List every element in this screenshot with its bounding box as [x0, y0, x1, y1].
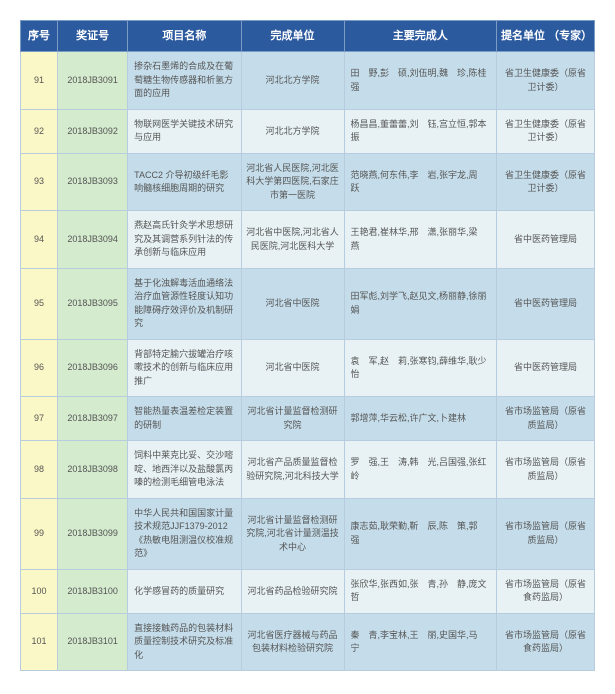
table-row: 952018JB3095基于化浊解毒活血通络法治疗血管源性轻度认知功能障碍疗效评… [21, 268, 595, 339]
table-row: 1012018JB3101直接接触药品的包装材料质量控制技术研究及标准化河北省医… [21, 613, 595, 671]
table-row: 1002018JB3100化学感冒药的质量研究河北省药品检验研究院张欣华,张西如… [21, 569, 595, 613]
cell-seq: 100 [21, 569, 58, 613]
cell-cert: 2018JB3092 [58, 109, 128, 153]
awards-table: 序号 奖证号 项目名称 完成单位 主要完成人 提名单位 （专家） 912018J… [20, 20, 595, 671]
cell-seq: 92 [21, 109, 58, 153]
cell-proj: 燕赵高氏针灸学术思想研究及其调营系列针法的传承创新与临床应用 [128, 211, 241, 269]
cell-people: 王艳君,崔林华,邢 潇,张丽华,梁 燕 [344, 211, 497, 269]
header-row: 序号 奖证号 项目名称 完成单位 主要完成人 提名单位 （专家） [21, 21, 595, 52]
cell-people: 田 野,彭 硕,刘伍明,魏 珍,陈桂强 [344, 52, 497, 110]
table-row: 992018JB3099中华人民共和国国家计量技术规范JJF1379-2012《… [21, 498, 595, 569]
header-nom: 提名单位 （专家） [497, 21, 595, 52]
cell-cert: 2018JB3100 [58, 569, 128, 613]
cell-nom: 省市场监管局（原省食药监局） [497, 613, 595, 671]
cell-nom: 省市场监管局（原省食药监局） [497, 569, 595, 613]
cell-people: 张欣华,张西如,张 青,孙 静,庞文哲 [344, 569, 497, 613]
cell-unit: 河北省产品质量监督检验研究院,河北科技大学 [241, 441, 344, 499]
header-people: 主要完成人 [344, 21, 497, 52]
cell-cert: 2018JB3096 [58, 339, 128, 397]
cell-people: 秦 青,李宝林,王 丽,史国华,马 宁 [344, 613, 497, 671]
cell-unit: 河北省人民医院,河北医科大学第四医院,石家庄市第一医院 [241, 153, 344, 211]
cell-seq: 99 [21, 498, 58, 569]
cell-proj: TACC2 介导初级纤毛影响髓核细胞周期的研究 [128, 153, 241, 211]
cell-nom: 省卫生健康委（原省卫计委） [497, 109, 595, 153]
table-row: 942018JB3094燕赵高氏针灸学术思想研究及其调营系列针法的传承创新与临床… [21, 211, 595, 269]
cell-seq: 95 [21, 268, 58, 339]
header-seq: 序号 [21, 21, 58, 52]
cell-cert: 2018JB3098 [58, 441, 128, 499]
cell-seq: 101 [21, 613, 58, 671]
cell-nom: 省市场监管局（原省质监局） [497, 441, 595, 499]
cell-cert: 2018JB3094 [58, 211, 128, 269]
cell-cert: 2018JB3093 [58, 153, 128, 211]
table-row: 962018JB3096背部特定腧穴拔罐治疗咳嗽技术的创新与临床应用推广河北省中… [21, 339, 595, 397]
cell-cert: 2018JB3091 [58, 52, 128, 110]
cell-unit: 河北北方学院 [241, 109, 344, 153]
cell-unit: 河北省药品检验研究院 [241, 569, 344, 613]
cell-proj: 智能热量表温差检定装置的研制 [128, 397, 241, 441]
cell-unit: 河北省计量监督检测研究院,河北省计量测温技术中心 [241, 498, 344, 569]
cell-proj: 直接接触药品的包装材料质量控制技术研究及标准化 [128, 613, 241, 671]
cell-cert: 2018JB3095 [58, 268, 128, 339]
cell-people: 田军彪,刘学飞,赵见文,杨丽静,徐丽娟 [344, 268, 497, 339]
cell-cert: 2018JB3101 [58, 613, 128, 671]
cell-proj: 化学感冒药的质量研究 [128, 569, 241, 613]
cell-people: 郭增萍,华云松,许广文,卜建林 [344, 397, 497, 441]
cell-nom: 省卫生健康委（原省卫计委） [497, 153, 595, 211]
table-row: 972018JB3097智能热量表温差检定装置的研制河北省计量监督检测研究院郭增… [21, 397, 595, 441]
table-row: 982018JB3098饲料中莱克比妥、交沙嘧啶、地西泮以及盐酸氯丙嗪的检测毛细… [21, 441, 595, 499]
cell-nom: 省中医药管理局 [497, 339, 595, 397]
table-row: 922018JB3092物联网医学关键技术研究与应用河北北方学院杨昌昌,董蕾蕾,… [21, 109, 595, 153]
cell-unit: 河北省中医院,河北省人民医院,河北医科大学 [241, 211, 344, 269]
header-cert: 奖证号 [58, 21, 128, 52]
cell-proj: 饲料中莱克比妥、交沙嘧啶、地西泮以及盐酸氯丙嗪的检测毛细管电泳法 [128, 441, 241, 499]
header-proj: 项目名称 [128, 21, 241, 52]
cell-nom: 省中医药管理局 [497, 211, 595, 269]
cell-nom: 省中医药管理局 [497, 268, 595, 339]
cell-people: 袁 军,赵 莉,张寒钧,薛维华,耿少怡 [344, 339, 497, 397]
cell-nom: 省卫生健康委（原省卫计委） [497, 52, 595, 110]
cell-seq: 93 [21, 153, 58, 211]
cell-nom: 省市场监管局（原省质监局） [497, 397, 595, 441]
cell-unit: 河北北方学院 [241, 52, 344, 110]
cell-proj: 中华人民共和国国家计量技术规范JJF1379-2012《热敏电阻测温仪校准规范》 [128, 498, 241, 569]
cell-cert: 2018JB3097 [58, 397, 128, 441]
cell-people: 范晓燕,何东伟,李 岩,张宇龙,周 跃 [344, 153, 497, 211]
cell-unit: 河北省医疗器械与药品包装材料检验研究院 [241, 613, 344, 671]
cell-proj: 基于化浊解毒活血通络法治疗血管源性轻度认知功能障碍疗效评价及机制研究 [128, 268, 241, 339]
header-unit: 完成单位 [241, 21, 344, 52]
cell-seq: 97 [21, 397, 58, 441]
cell-unit: 河北省计量监督检测研究院 [241, 397, 344, 441]
cell-seq: 98 [21, 441, 58, 499]
cell-cert: 2018JB3099 [58, 498, 128, 569]
cell-seq: 96 [21, 339, 58, 397]
cell-seq: 94 [21, 211, 58, 269]
cell-seq: 91 [21, 52, 58, 110]
cell-nom: 省市场监管局（原省质监局） [497, 498, 595, 569]
cell-unit: 河北省中医院 [241, 339, 344, 397]
cell-people: 康志茹,耿荣勤,靳 辰,陈 策,郭 强 [344, 498, 497, 569]
cell-unit: 河北省中医院 [241, 268, 344, 339]
cell-proj: 物联网医学关键技术研究与应用 [128, 109, 241, 153]
cell-people: 罗 强,王 涛,韩 光,吕国强,张红岭 [344, 441, 497, 499]
table-row: 912018JB3091掺杂石墨烯的合成及在葡萄糖生物传感器和析氢方面的应用河北… [21, 52, 595, 110]
cell-proj: 掺杂石墨烯的合成及在葡萄糖生物传感器和析氢方面的应用 [128, 52, 241, 110]
cell-people: 杨昌昌,董蕾蕾,刘 钰,宫立恒,郭本振 [344, 109, 497, 153]
cell-proj: 背部特定腧穴拔罐治疗咳嗽技术的创新与临床应用推广 [128, 339, 241, 397]
table-body: 912018JB3091掺杂石墨烯的合成及在葡萄糖生物传感器和析氢方面的应用河北… [21, 52, 595, 671]
table-row: 932018JB3093TACC2 介导初级纤毛影响髓核细胞周期的研究河北省人民… [21, 153, 595, 211]
